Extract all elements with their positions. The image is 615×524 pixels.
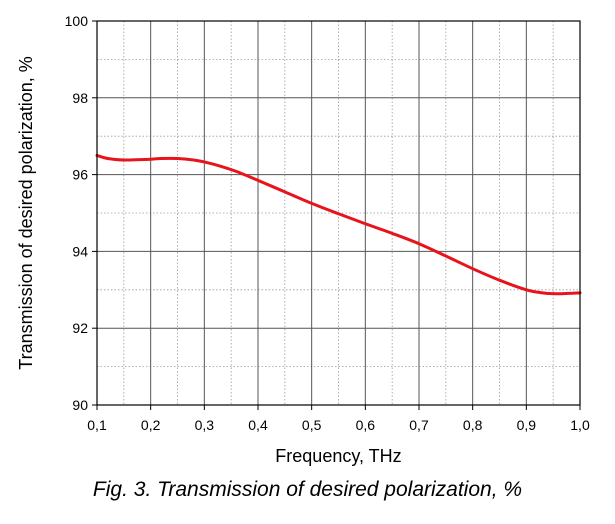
y-tick-label: 94 xyxy=(72,243,88,259)
x-tick-label: 0,4 xyxy=(248,417,268,433)
chart: 0,1 0,2 0,3 0,4 0,5 0,6 0,7 0,8 0,9 1,0 909294969… xyxy=(16,13,590,466)
y-tick-label: 100 xyxy=(65,13,89,29)
x-axis-label: Frequency, THz xyxy=(275,446,401,466)
x-tick-label: 0,8 xyxy=(463,417,483,433)
y-tick-label: 96 xyxy=(72,167,88,183)
y-axis-label: Transmission of desired polarization, % xyxy=(16,56,36,369)
x-axis-ticks: 0,1 0,2 0,3 0,4 0,5 0,6 0,7 0,8 0,9 1,0 xyxy=(87,405,590,433)
figure-caption: Fig. 3. Transmission of desired polariza… xyxy=(92,478,523,501)
series-lines xyxy=(95,153,582,296)
y-axis-ticks: 90 92 94 96 98 100 xyxy=(65,13,97,413)
x-tick-label: 0,1 xyxy=(87,417,107,433)
x-tick-label: 0,6 xyxy=(356,417,376,433)
x-tick-label: 0,5 xyxy=(302,417,322,433)
x-tick-label: 0,9 xyxy=(517,417,537,433)
x-tick-label: 0,7 xyxy=(409,417,429,433)
grid xyxy=(97,21,580,405)
series-line xyxy=(95,153,582,296)
y-tick-label: 92 xyxy=(72,320,88,336)
y-tick-label: 98 xyxy=(72,90,88,106)
y-tick-label: 90 xyxy=(72,397,88,413)
plot-frame xyxy=(96,20,581,406)
x-tick-label: 0,3 xyxy=(195,417,215,433)
x-tick-label: 1,0 xyxy=(570,417,590,433)
x-tick-label: 0,2 xyxy=(141,417,161,433)
